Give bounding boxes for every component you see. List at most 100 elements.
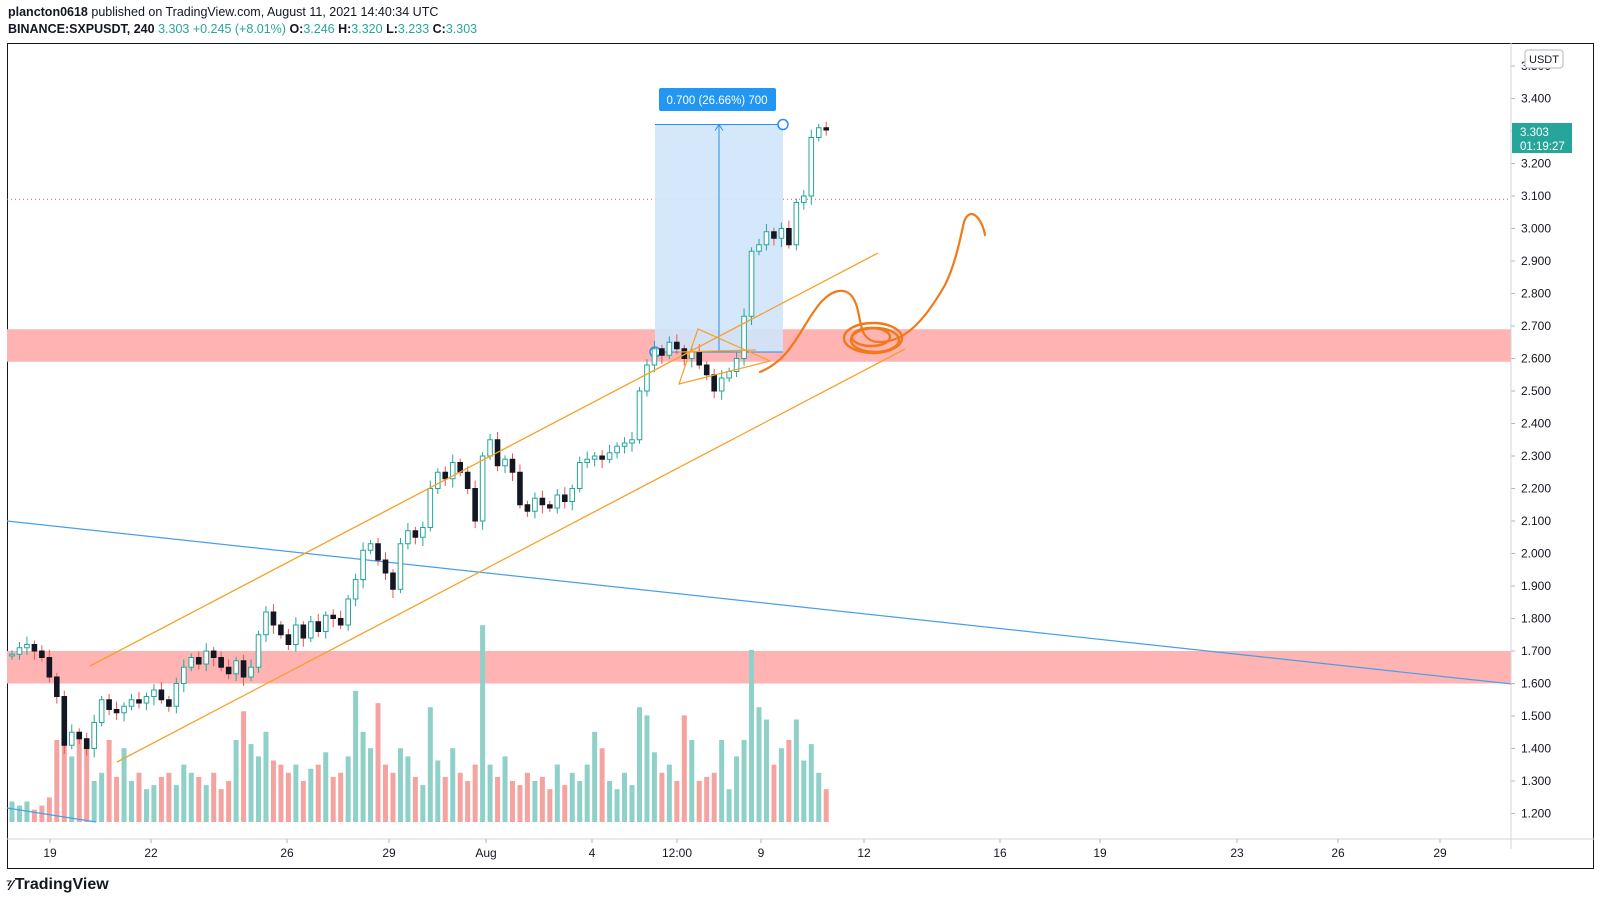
channel-upper-line[interactable] [89, 252, 879, 667]
candle-body [255, 634, 262, 668]
candle-body [315, 621, 322, 632]
candle [352, 573, 359, 607]
currency-badge[interactable]: USDT [1529, 54, 1559, 66]
channel-lower-line[interactable] [116, 348, 906, 763]
candle [337, 610, 344, 629]
candle-body [270, 611, 277, 626]
publisher-name[interactable]: plancton0618 [8, 5, 88, 19]
measure-handle-top[interactable] [777, 118, 789, 131]
volume-bar [24, 801, 30, 822]
volume-bar [801, 760, 807, 822]
volume-bar [46, 797, 52, 822]
projected-path-drawing[interactable] [758, 213, 987, 374]
candle [629, 431, 635, 452]
candle-body [210, 650, 217, 658]
candle [636, 387, 643, 444]
price-range-measure[interactable]: 0.700 (26.66%) 700 [649, 88, 789, 358]
candle [651, 340, 658, 373]
candle [322, 611, 329, 639]
candle [136, 691, 142, 709]
chart-header: plancton0618 published on TradingView.co… [8, 4, 477, 38]
support-resistance-zones [7, 329, 1511, 684]
volume-bar [457, 772, 463, 822]
volume-bar [554, 764, 560, 822]
candle [76, 728, 83, 745]
candle-body [420, 527, 426, 538]
volume-bar [674, 781, 680, 822]
volume-bar [704, 776, 710, 822]
volume-bar [397, 748, 403, 822]
candle-body [786, 228, 792, 246]
candle-body [173, 683, 180, 707]
volume-bar [629, 785, 635, 822]
candle-body [606, 452, 613, 460]
candle-body [487, 439, 493, 457]
price-tick-label: 1.900 [1521, 579, 1551, 593]
brand-name[interactable]: TradingView [14, 876, 109, 893]
volume-bar [517, 785, 523, 822]
candle-body [472, 488, 478, 522]
candle [255, 630, 262, 673]
interval[interactable]: 240 [133, 22, 155, 36]
volume-bar [143, 789, 149, 822]
volume-bar [636, 707, 642, 822]
candle-body [166, 699, 172, 707]
last-price: 3.303 [158, 22, 190, 36]
candle-body [195, 657, 202, 665]
candle-body [367, 543, 374, 551]
candle-body [46, 657, 53, 678]
volume-bar [345, 756, 351, 822]
candle [778, 222, 785, 248]
candle [808, 129, 815, 205]
volume-bar [54, 740, 60, 822]
candle [106, 693, 112, 716]
price-tick-label: 1.400 [1521, 742, 1551, 756]
symbol-name[interactable]: BINANCE:SXPUSDT [8, 22, 127, 36]
volume-bar [69, 756, 75, 822]
candle [405, 522, 411, 550]
time-axis[interactable]: 19 22 26 29 Aug 4 12:00 9 12 16 19 23 26 29 [43, 839, 1447, 860]
candle-body [293, 624, 299, 645]
candle [360, 542, 366, 589]
time-tick-label: 22 [144, 846, 158, 860]
candle [225, 659, 232, 680]
price-axis[interactable]: 3.5003.4003.3003.2003.1003.0002.9002.800… [1511, 59, 1551, 821]
candle [793, 198, 800, 251]
candle-body [285, 634, 292, 645]
candle [434, 468, 441, 495]
candle-body [823, 127, 830, 131]
candle-body [576, 462, 583, 489]
lower-left-trendline[interactable] [6, 807, 97, 823]
volume-bar [151, 785, 157, 822]
volume-bar [173, 785, 179, 822]
candle-body [106, 699, 112, 710]
candle-body [360, 549, 366, 580]
volume-bar [584, 764, 590, 822]
price-tick-label: 2.700 [1521, 319, 1551, 333]
candle-body [502, 458, 508, 467]
chart-frame[interactable] [7, 43, 1594, 869]
candle-body [778, 228, 785, 239]
candle-body [54, 676, 60, 697]
candle-body [636, 390, 643, 441]
candle-body [188, 657, 195, 668]
candle-body [539, 497, 546, 506]
time-tick-label: 16 [993, 846, 1007, 860]
candle [741, 308, 747, 366]
price-tick-label: 2.400 [1521, 417, 1551, 431]
circled-target-drawing[interactable] [842, 321, 904, 355]
triangle-pattern[interactable] [678, 328, 772, 385]
descending-trendline[interactable] [6, 520, 1513, 685]
candle [502, 455, 508, 473]
candle-body [352, 579, 359, 600]
time-tick-label: 23 [1230, 846, 1244, 860]
candle [801, 190, 807, 210]
candle-body [718, 377, 725, 392]
volume-bar [241, 711, 247, 822]
volume-bar [741, 740, 747, 822]
volume-bar [375, 703, 381, 822]
volume-bar [816, 772, 822, 822]
price-tick-label: 1.600 [1521, 677, 1551, 691]
candle-body [524, 504, 531, 512]
